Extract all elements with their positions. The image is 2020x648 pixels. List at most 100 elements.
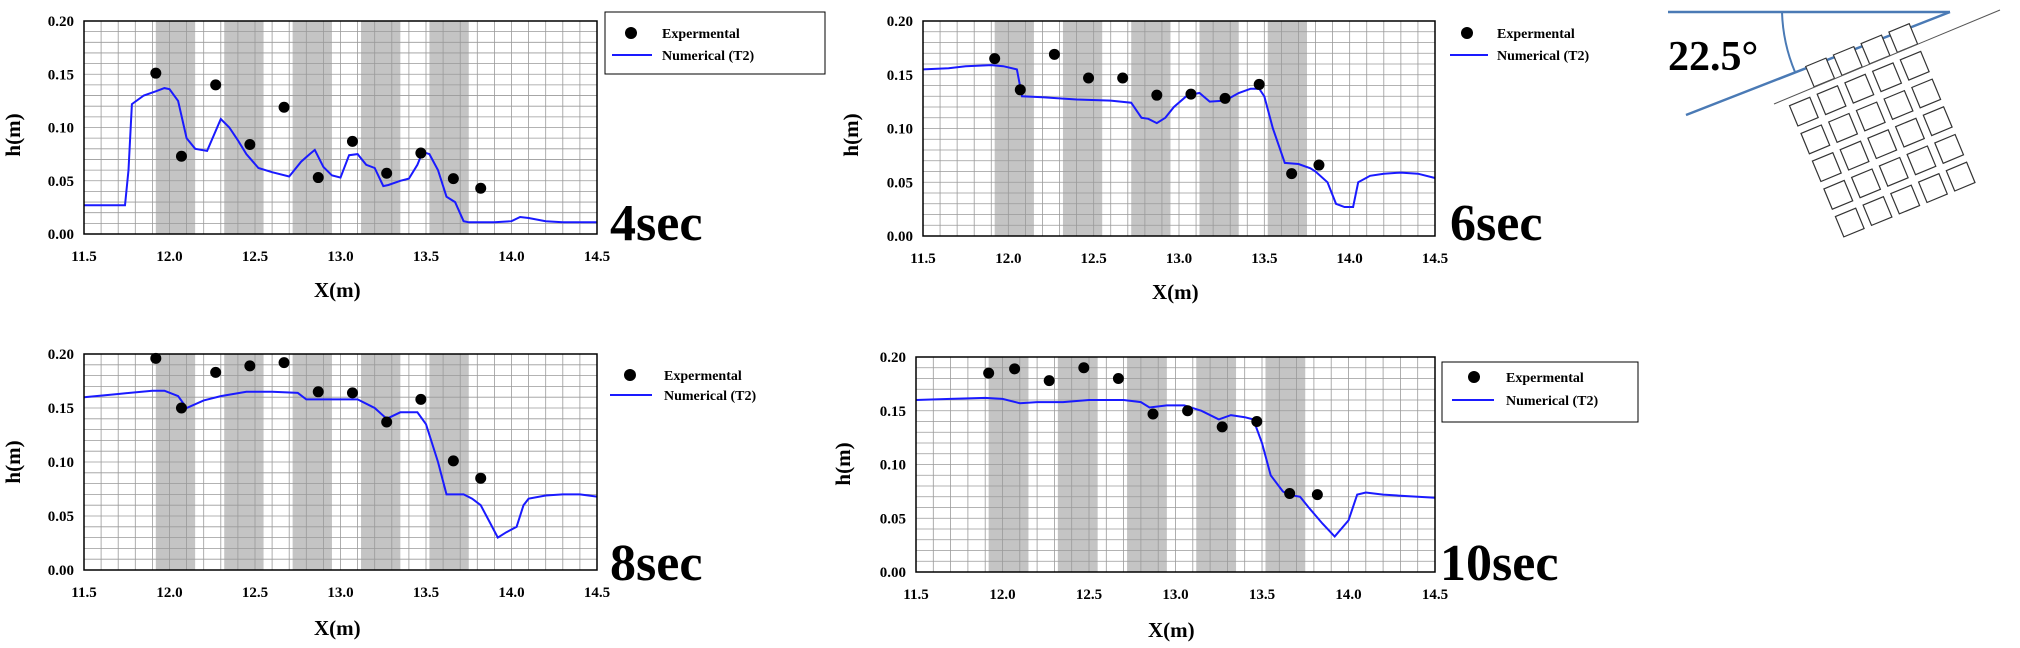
y-tick-label: 0.05 [887,175,913,191]
numerical-line [84,87,597,224]
experimental-point [381,167,393,179]
legend-marker-experimental [1461,27,1473,39]
experimental-point [278,101,290,113]
x-tick-label: 12.0 [995,251,1021,267]
y-tick-label: 0.20 [48,347,74,363]
x-tick-labels: 11.5 12.0 12.5 13.0 13.5 14.0 14.5 [71,249,610,265]
x-axis-title: X(m) [1148,618,1195,642]
experimental-point [415,393,427,405]
legend-box [1442,12,1654,74]
y-tick-label: 0.00 [48,227,74,243]
experimental-point [1043,375,1055,387]
experimental-point [1286,168,1298,180]
rotated-block-array [1773,9,2001,238]
x-tick-label: 14.0 [498,249,524,265]
block-square [1827,112,1859,144]
plot-frame [915,356,1436,573]
block-square [1878,156,1909,187]
block-square [1788,96,1819,127]
experimental-point [175,150,187,162]
numerical-line [915,396,1436,538]
x-tick-labels: 11.5 12.0 12.5 13.0 13.5 14.0 14.5 [71,585,610,601]
block-square [1860,34,1891,65]
time-label: 6sec [1450,195,1542,252]
legend-label-experimental: Expermental [1506,371,1584,386]
experimental-point [1182,405,1194,417]
x-tick-label: 11.5 [71,585,96,601]
experimental-point [1112,373,1124,384]
x-tick-label: 11.5 [910,251,935,267]
array-guide-line [1773,9,2001,105]
plot-grid [84,21,597,234]
x-tick-label: 12.5 [1081,251,1107,267]
x-tick-label: 13.5 [413,585,439,601]
experimental-points [989,48,1325,180]
x-tick-label: 14.0 [498,585,524,601]
plot-grid [916,357,1435,572]
experimental-point [447,173,459,185]
block-square [1855,101,1886,132]
block-square [1862,195,1893,227]
block-square [1850,168,1882,199]
legend-label-experimental: Expermental [664,369,742,384]
legend-label-numerical: Numerical (T2) [662,49,754,64]
experimental-point [175,402,187,414]
legend-label-numerical: Numerical (T2) [1497,49,1589,64]
block-square [1867,129,1898,160]
y-tick-label: 0.10 [48,121,74,137]
block-square [1906,145,1937,176]
y-tick-label: 0.10 [48,455,74,471]
experimental-point [210,79,222,91]
experimental-point [989,53,1001,65]
experimental-point [312,172,324,184]
chart-6sec: 0.00 0.05 0.10 0.15 0.20 11.5 12.0 12.5 13.0 13.… [839,12,1654,304]
block-square [1894,117,1926,148]
y-tick-label: 0.15 [880,404,906,420]
numerical-line [83,389,598,540]
block-square [1823,179,1854,210]
experimental-point [312,386,324,398]
y-tick-label: 0.00 [887,229,913,245]
x-axis-title: X(m) [1152,280,1199,304]
x-tick-label: 13.5 [1249,587,1275,603]
y-tick-label: 0.10 [880,458,906,474]
experimental-point [1117,72,1129,84]
y-tick-label: 0.05 [48,174,74,190]
experimental-point [210,366,222,378]
y-tick-label: 0.15 [48,67,74,83]
block-square [1871,62,1903,93]
legend: Expermental Numerical (T2) [604,11,826,75]
legend-label-experimental: Expermental [1497,27,1575,42]
y-tick-label: 0.05 [48,509,74,525]
experimental-point [381,416,393,428]
block-square [1811,151,1842,183]
x-tick-label: 12.0 [156,585,182,601]
plot-frame [922,20,1436,237]
legend-box [604,11,826,75]
block-square [1800,124,1831,155]
x-tick-label: 12.0 [156,249,182,265]
x-tick-label: 13.5 [413,249,439,265]
y-tick-label: 0.15 [887,68,913,84]
experimental-point [278,357,290,369]
legend: Expermental Numerical (T2) [1441,361,1639,423]
block-square [1899,50,1930,81]
angle-arc [1781,11,1796,73]
experimental-point [1083,72,1095,84]
experimental-point [1311,489,1323,501]
y-axis-title: h(m) [839,113,863,156]
experimental-point [1219,92,1231,104]
time-label: 8sec [610,535,702,592]
legend-marker-experimental [624,369,636,381]
y-tick-label: 0.00 [880,565,906,581]
block-square [1844,73,1875,104]
x-tick-label: 12.5 [242,585,268,601]
experimental-point [1251,416,1263,427]
experimental-point [1313,159,1325,171]
y-tick-label: 0.05 [880,511,906,527]
chart-8sec: 0.00 0.05 0.10 0.15 0.20 11.5 12.0 12.5 13.0 13.… [1,347,816,640]
time-label: 4sec [610,195,702,252]
y-tick-labels: 0.00 0.05 0.10 0.15 0.20 [48,14,74,243]
x-tick-label: 14.0 [1335,587,1361,603]
